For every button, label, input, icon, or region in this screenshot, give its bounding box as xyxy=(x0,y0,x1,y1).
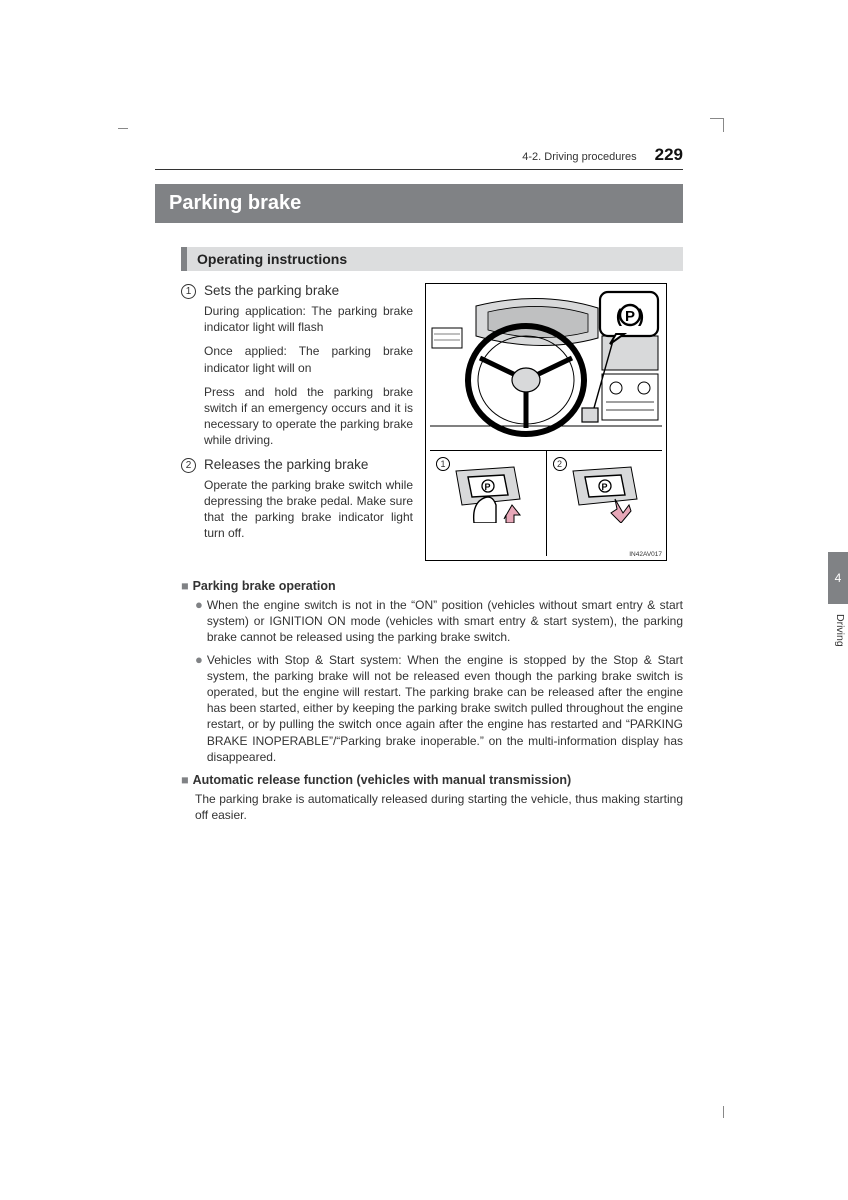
illustration-panels: 1 P 2 xyxy=(430,450,662,556)
note-heading: ■ Parking brake operation xyxy=(181,579,683,593)
crop-mark xyxy=(710,118,724,132)
round-bullet-icon: ● xyxy=(195,597,203,646)
chapter-label: Driving xyxy=(834,614,846,647)
note-paragraph: The parking brake is automatically relea… xyxy=(195,791,683,823)
page-title: Parking brake xyxy=(155,184,683,223)
instruction-item: 2 Releases the parking brake xyxy=(181,457,413,473)
step-title: Sets the parking brake xyxy=(204,283,339,299)
step-number-icon: 1 xyxy=(181,284,196,299)
note-bullet-text: Vehicles with Stop & Start system: When … xyxy=(207,652,683,765)
step-number-icon: 2 xyxy=(181,458,196,473)
page-header: 4-2. Driving procedures 229 xyxy=(155,145,683,170)
round-bullet-icon: ● xyxy=(195,652,203,765)
instructions-row: 1 Sets the parking brake During applicat… xyxy=(181,283,683,561)
square-bullet-icon: ■ xyxy=(181,579,189,593)
square-bullet-icon: ■ xyxy=(181,773,189,787)
step-title: Releases the parking brake xyxy=(204,457,368,473)
instruction-item: 1 Sets the parking brake xyxy=(181,283,413,299)
step-paragraph: During application: The parking brake in… xyxy=(204,303,413,335)
notes-section: ■ Parking brake operation ● When the eng… xyxy=(181,579,683,823)
crop-mark xyxy=(722,1106,724,1118)
instructions-text: 1 Sets the parking brake During applicat… xyxy=(181,283,413,561)
svg-text:P: P xyxy=(601,482,607,492)
svg-text:): ) xyxy=(638,306,644,326)
note-bullet-text: When the engine switch is not in the “ON… xyxy=(207,597,683,646)
note-heading-text: Automatic release function (vehicles wit… xyxy=(193,773,572,787)
note-bullet: ● Vehicles with Stop & Start system: Whe… xyxy=(195,652,683,765)
step-paragraph: Press and hold the parking brake switch … xyxy=(204,384,413,449)
illustration-code: IN42AV017 xyxy=(629,551,662,558)
illustration-panel-2: 2 P xyxy=(547,450,663,556)
note-heading: ■ Automatic release function (vehicles w… xyxy=(181,773,683,787)
section-reference: 4-2. Driving procedures xyxy=(522,151,636,163)
illustration-dashboard: ( P ) xyxy=(430,288,662,446)
section-subheader: Operating instructions xyxy=(181,247,683,271)
chapter-number: 4 xyxy=(835,571,842,585)
switch-pull-sketch: P xyxy=(565,465,643,523)
note-heading-text: Parking brake operation xyxy=(193,579,336,593)
dashboard-sketch: ( P ) xyxy=(430,288,662,446)
chapter-tab: 4 xyxy=(828,552,848,604)
step-paragraph: Once applied: The parking brake indicato… xyxy=(204,343,413,375)
page-content: 4-2. Driving procedures 229 Parking brak… xyxy=(155,145,683,823)
crop-mark xyxy=(118,128,128,130)
parking-brake-symbol: P xyxy=(625,308,635,325)
svg-text:P: P xyxy=(485,482,491,492)
switch-press-sketch: P xyxy=(448,465,526,523)
page-number: 229 xyxy=(655,145,683,165)
panel-number-icon: 2 xyxy=(553,457,567,471)
illustration-frame: ( P ) 1 P xyxy=(425,283,667,561)
illustration-panel-1: 1 P xyxy=(430,450,547,556)
note-bullet: ● When the engine switch is not in the “… xyxy=(195,597,683,646)
panel-number-icon: 1 xyxy=(436,457,450,471)
step-paragraph: Operate the parking brake switch while d… xyxy=(204,477,413,542)
